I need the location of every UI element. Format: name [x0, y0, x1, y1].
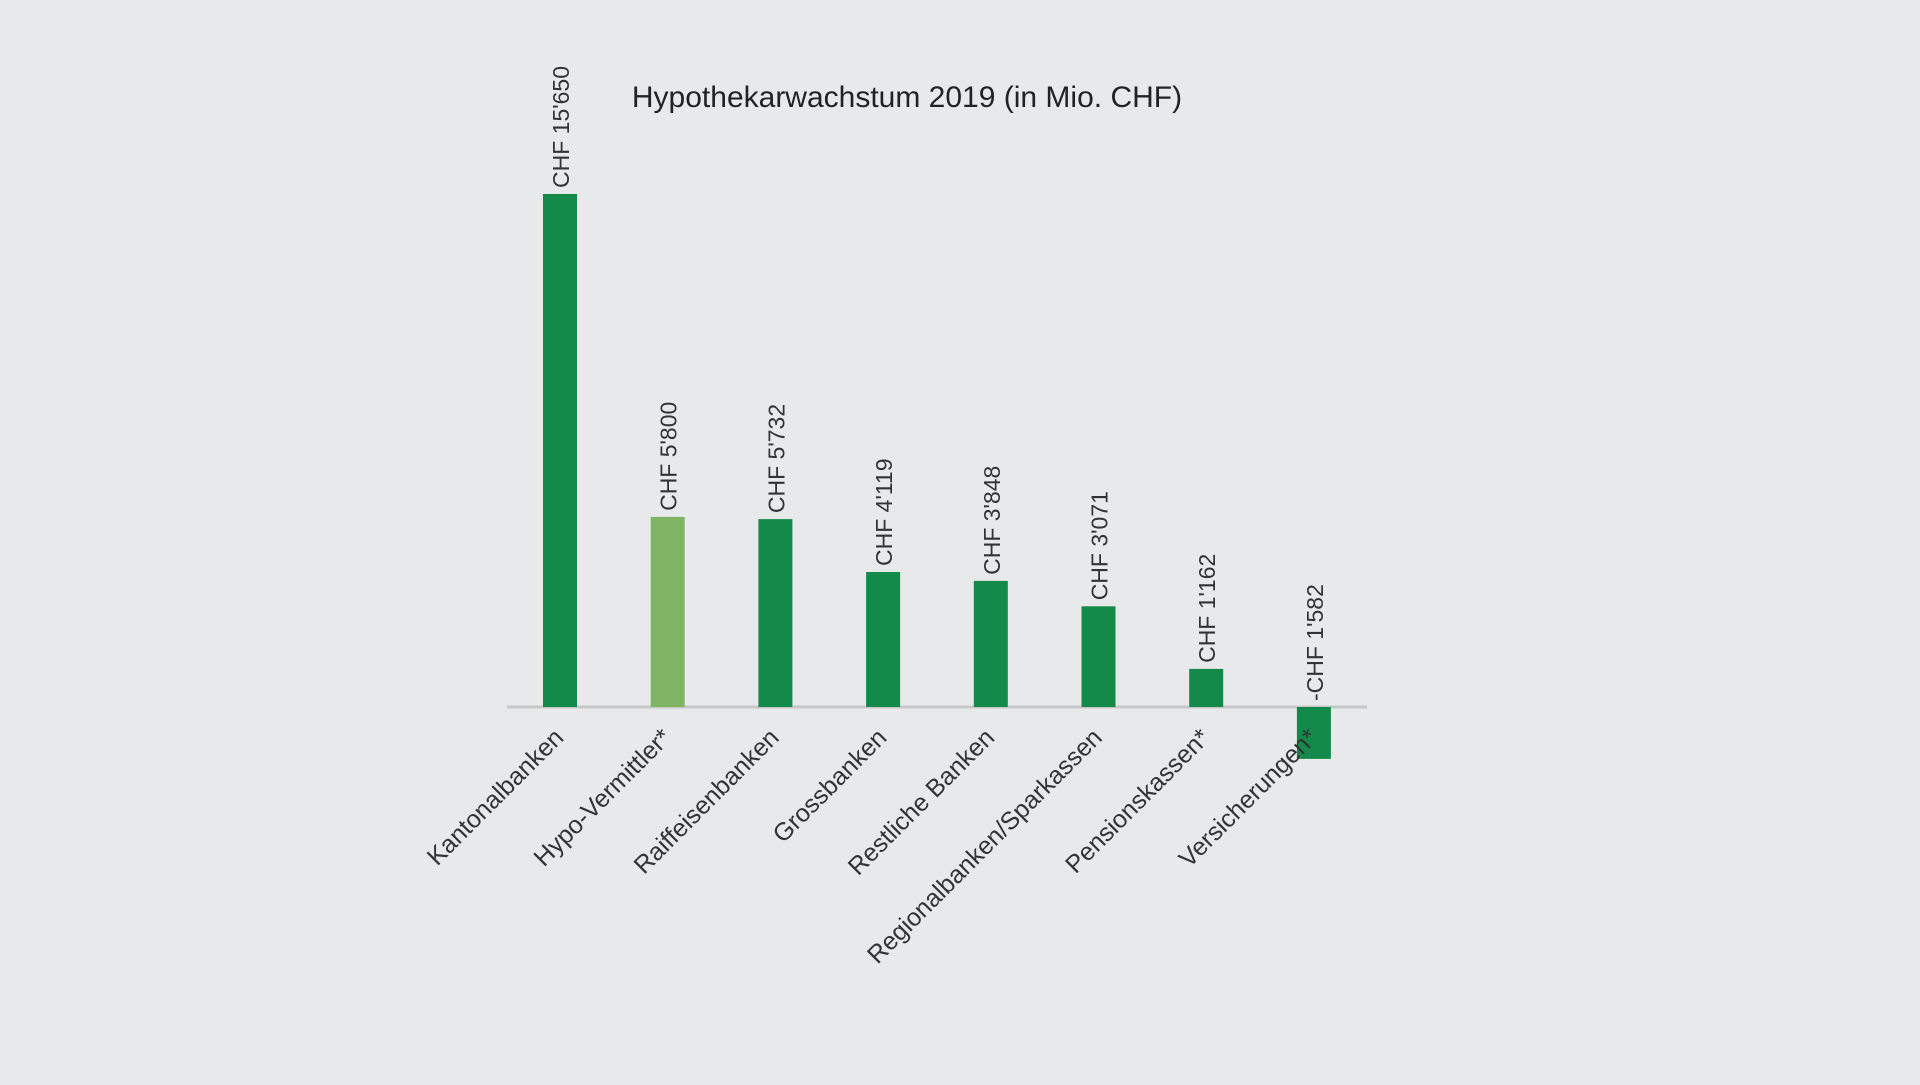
- value-label-6: CHF 1'162: [1194, 554, 1220, 663]
- bar-6: [1189, 668, 1224, 707]
- bar-7: [1296, 707, 1331, 759]
- bar-4: [973, 580, 1008, 707]
- value-label-4: CHF 3'848: [979, 466, 1005, 575]
- bar-3: [866, 572, 901, 707]
- value-label-1: CHF 5'800: [656, 402, 682, 511]
- bar-2: [758, 519, 793, 707]
- bar-0: [543, 194, 577, 707]
- bar-5: [1081, 606, 1116, 707]
- value-label-3: CHF 4'119: [871, 458, 897, 566]
- value-label-5: CHF 3'071: [1087, 491, 1113, 600]
- value-label-2: CHF 5'732: [763, 404, 789, 513]
- category-label-5: Regionalbanken/Sparkassen: [862, 723, 1108, 969]
- value-label-7: -CHF 1'582: [1302, 584, 1328, 701]
- value-label-0: CHF 15'650: [548, 66, 574, 188]
- bar-1: [650, 516, 685, 707]
- chart-title: Hypothekarwachstum 2019 (in Mio. CHF): [632, 81, 1182, 114]
